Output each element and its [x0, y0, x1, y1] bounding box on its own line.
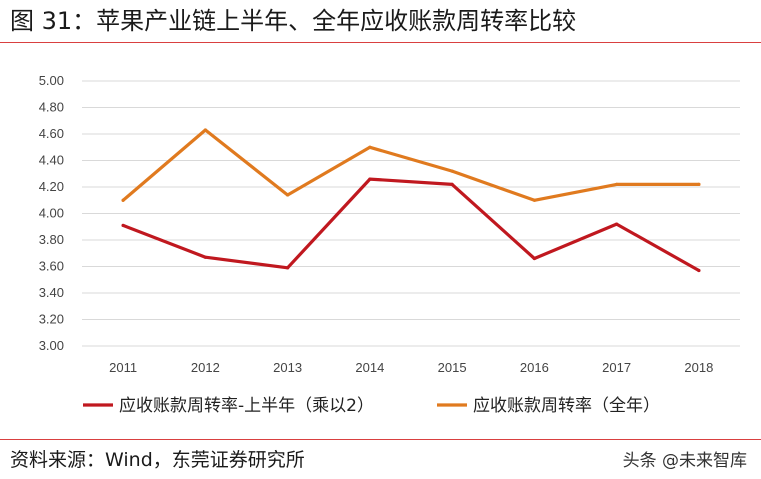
y-axis-ticks: 3.00 3.20 3.40 3.60 3.80 4.00 4.20 4.40 4.60 4.80…: [39, 73, 64, 353]
title-divider: [0, 42, 761, 43]
y-tick-label: 3.80: [39, 232, 64, 247]
data-point: [121, 198, 125, 202]
y-tick-label: 4.20: [39, 179, 64, 194]
x-tick-label: 2014: [355, 360, 384, 375]
data-point: [532, 256, 536, 261]
watermark: 头条 @未来智库: [622, 451, 747, 471]
series-lines: [121, 128, 701, 273]
data-point: [615, 222, 619, 226]
data-point: [450, 182, 454, 186]
line-chart: 3.00 3.20 3.40 3.60 3.80 4.00 4.20 4.40 4.60 4.80…: [39, 73, 740, 416]
data-point: [203, 128, 207, 132]
data-point: [450, 169, 454, 173]
y-tick-label: 3.00: [39, 338, 64, 353]
data-point: [286, 193, 290, 197]
source-divider: [0, 439, 761, 440]
x-tick-label: 2013: [273, 360, 302, 375]
x-axis-ticks: 2011 2012 2013 2014 2015 2016 2017 2018: [109, 360, 713, 375]
y-tick-label: 4.40: [39, 153, 64, 168]
data-point: [697, 268, 701, 273]
x-tick-label: 2016: [520, 360, 549, 375]
data-point: [615, 182, 619, 186]
legend-label: 应收账款周转率-上半年（乘以2）: [119, 396, 374, 416]
grid-lines: [82, 80, 740, 347]
data-point: [203, 255, 207, 259]
series-line-1: [121, 128, 701, 202]
data-point: [532, 198, 536, 202]
data-point: [121, 223, 125, 228]
y-tick-label: 3.20: [39, 312, 64, 327]
figure-title: 图 31：苹果产业链上半年、全年应收账款周转率比较: [10, 7, 577, 35]
legend: 应收账款周转率-上半年（乘以2） 应收账款周转率（全年）: [83, 396, 660, 416]
source-note: 资料来源：Wind，东莞证券研究所: [10, 449, 305, 471]
y-tick-label: 4.80: [39, 100, 64, 115]
x-tick-label: 2015: [438, 360, 467, 375]
data-point: [697, 182, 701, 186]
x-tick-label: 2017: [602, 360, 631, 375]
x-tick-label: 2011: [109, 360, 137, 375]
x-tick-label: 2012: [191, 360, 220, 375]
series-line-0: [121, 177, 701, 273]
y-tick-label: 4.00: [39, 206, 64, 221]
x-tick-label: 2018: [684, 360, 713, 375]
y-tick-label: 3.60: [39, 259, 64, 274]
data-point: [368, 177, 372, 181]
y-tick-label: 5.00: [39, 73, 64, 88]
data-point: [286, 266, 290, 270]
data-point: [368, 145, 372, 149]
y-tick-label: 3.40: [39, 285, 64, 300]
legend-label: 应收账款周转率（全年）: [473, 396, 660, 416]
y-tick-label: 4.60: [39, 126, 64, 141]
